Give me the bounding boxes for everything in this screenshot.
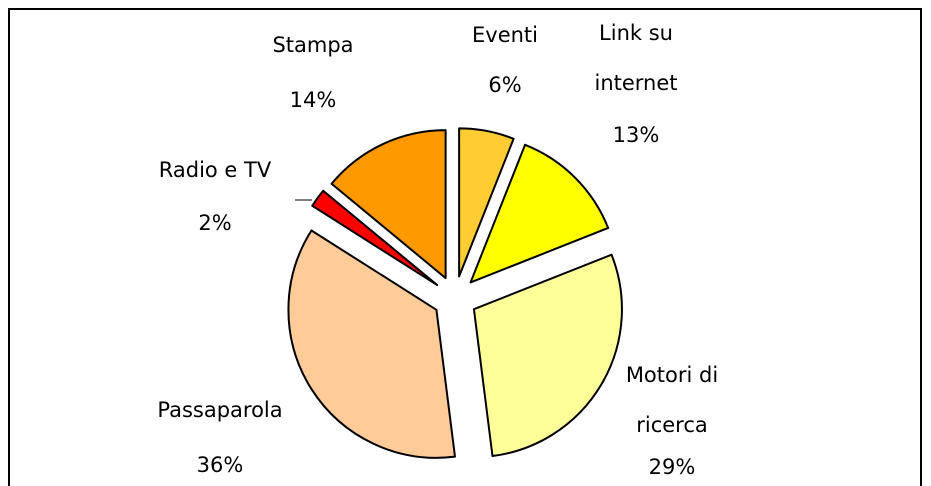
slice-label: Radio e TV — [158, 158, 272, 182]
pie-slice — [469, 143, 610, 284]
slice-label: Stampa — [272, 33, 354, 57]
slice-value-label: 6% — [488, 73, 522, 97]
pie-slice — [458, 127, 515, 278]
slice-value-label: 29% — [648, 455, 696, 479]
slice-value-label: 14% — [289, 88, 337, 112]
pie-slice — [472, 253, 623, 458]
slice-value-label: 13% — [612, 123, 660, 147]
pie-slice — [287, 229, 456, 459]
slice-label: Eventi — [472, 23, 538, 47]
slice-value-label: 36% — [196, 453, 244, 477]
pie-slice — [330, 129, 447, 280]
slice-label: Motori di ricerca — [625, 363, 719, 437]
pie-slice — [311, 189, 439, 287]
slice-label: Passaparola — [157, 398, 283, 422]
chart-frame — [8, 8, 922, 486]
slice-value-label: 2% — [198, 211, 232, 235]
slice-label: Link su internet — [594, 21, 678, 95]
